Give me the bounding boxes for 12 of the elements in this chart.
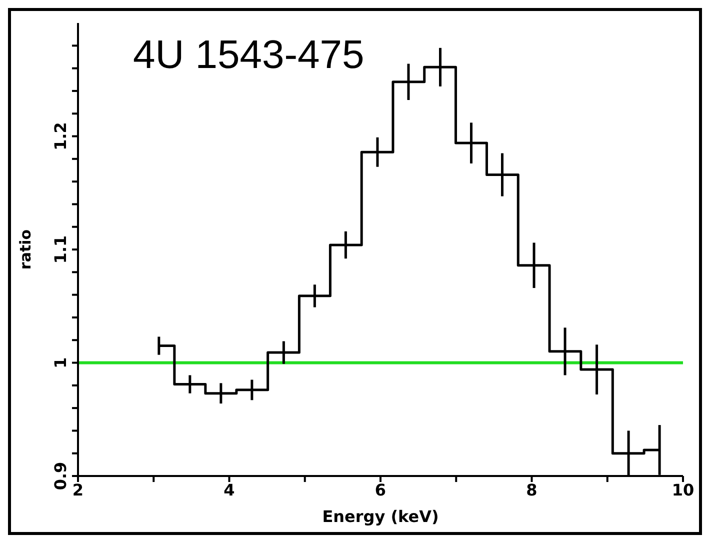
y-axis-title: ratio [16, 229, 34, 270]
annotation: 4U 1543-475 [133, 33, 364, 78]
y-tick-label: 0.9 [51, 462, 70, 490]
x-tick-label: 8 [526, 480, 538, 500]
x-tick-label: 10 [672, 480, 694, 500]
x-axis-title: Energy (keV) [322, 507, 439, 526]
y-tick-label: 1.1 [51, 235, 70, 264]
x-tick-label: 6 [374, 480, 386, 500]
y-tick-label: 1.2 [51, 122, 70, 150]
x-tick-label: 4 [224, 480, 235, 500]
x-tick-label: 2 [72, 480, 84, 500]
y-tick-label: 1 [51, 357, 70, 368]
